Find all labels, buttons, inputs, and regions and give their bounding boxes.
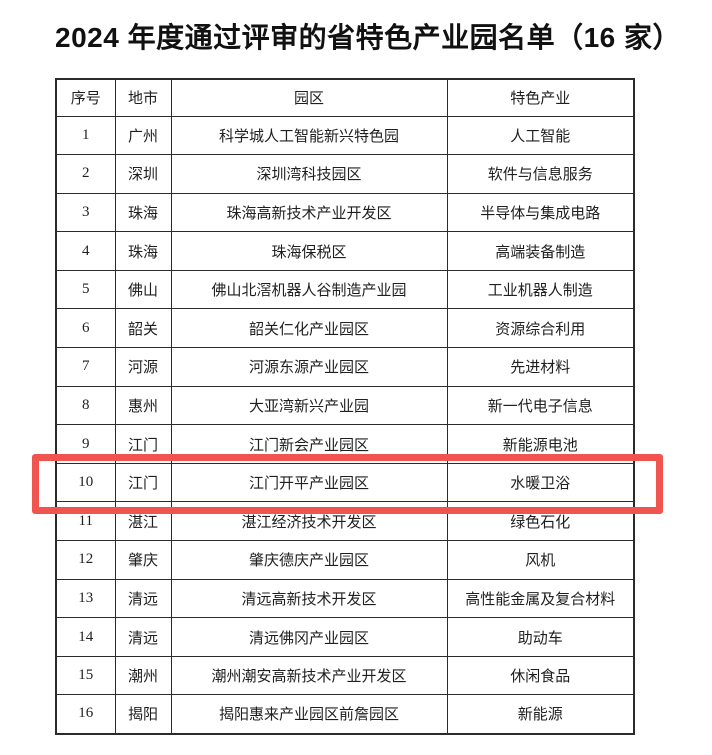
- cell-industry: 工业机器人制造: [446, 269, 635, 310]
- cell-no: 11: [55, 501, 116, 542]
- cell-industry: 人工智能: [446, 115, 635, 156]
- cell-industry: 绿色石化: [446, 501, 635, 542]
- table-row: 11 湛江 湛江经济技术开发区 绿色石化: [55, 501, 635, 542]
- cell-city: 韶关: [114, 308, 172, 349]
- cell-no: 9: [55, 424, 116, 464]
- cell-park: 清远高新技术开发区: [170, 578, 448, 619]
- cell-city: 广州: [114, 115, 172, 156]
- table-row-highlighted: 10 江门 江门开平产业园区 水暖卫浴: [55, 462, 635, 503]
- table-row: 5 佛山 佛山北滘机器人谷制造产业园 工业机器人制造: [55, 269, 635, 310]
- table-row: 9 江门 江门新会产业园区 新能源电池: [55, 424, 635, 464]
- cell-city: 肇庆: [114, 540, 172, 580]
- cell-city: 珠海: [114, 192, 172, 233]
- table-row: 13 清远 清远高新技术开发区 高性能金属及复合材料: [55, 578, 635, 619]
- cell-no: 14: [55, 617, 116, 657]
- table-row: 6 韶关 韶关仁化产业园区 资源综合利用: [55, 308, 635, 349]
- cell-no: 6: [55, 308, 116, 349]
- cell-industry: 半导体与集成电路: [446, 192, 635, 233]
- table-row: 12 肇庆 肇庆德庆产业园区 风机: [55, 540, 635, 580]
- cell-city: 清远: [114, 617, 172, 657]
- column-header-industry: 特色产业: [446, 78, 635, 117]
- cell-industry: 助动车: [446, 617, 635, 657]
- cell-industry: 新能源: [446, 694, 635, 734]
- cell-city: 湛江: [114, 501, 172, 542]
- cell-no: 5: [55, 269, 116, 310]
- cell-industry: 高性能金属及复合材料: [446, 578, 635, 619]
- cell-no: 8: [55, 385, 116, 426]
- cell-no: 12: [55, 540, 116, 580]
- cell-industry: 高端装备制造: [446, 231, 635, 271]
- cell-city: 潮州: [114, 655, 172, 696]
- cell-park: 珠海保税区: [170, 231, 448, 271]
- table-row: 2 深圳 深圳湾科技园区 软件与信息服务: [55, 154, 635, 194]
- cell-city: 河源: [114, 347, 172, 387]
- cell-park: 科学城人工智能新兴特色园: [170, 115, 448, 156]
- table-header-row: 序号 地市 园区 特色产业: [55, 78, 635, 117]
- column-header-no: 序号: [55, 78, 116, 117]
- cell-no: 2: [55, 154, 116, 194]
- cell-industry: 休闲食品: [446, 655, 635, 696]
- table-row: 4 珠海 珠海保税区 高端装备制造: [55, 231, 635, 271]
- cell-industry: 软件与信息服务: [446, 154, 635, 194]
- cell-park: 揭阳惠来产业园区前詹园区: [170, 694, 448, 734]
- table-row: 16 揭阳 揭阳惠来产业园区前詹园区 新能源: [55, 694, 635, 734]
- cell-park: 潮州潮安高新技术产业开发区: [170, 655, 448, 696]
- cell-industry: 新一代电子信息: [446, 385, 635, 426]
- cell-park: 江门新会产业园区: [170, 424, 448, 464]
- cell-no: 16: [55, 694, 116, 734]
- cell-no: 10: [55, 462, 116, 503]
- cell-park: 珠海高新技术产业开发区: [170, 192, 448, 233]
- cell-industry: 水暖卫浴: [446, 462, 635, 503]
- table-row: 14 清远 清远佛冈产业园区 助动车: [55, 617, 635, 657]
- cell-no: 4: [55, 231, 116, 271]
- cell-park: 佛山北滘机器人谷制造产业园: [170, 269, 448, 310]
- table-row: 7 河源 河源东源产业园区 先进材料: [55, 347, 635, 387]
- cell-industry: 新能源电池: [446, 424, 635, 464]
- cell-city: 江门: [114, 424, 172, 464]
- cell-city: 清远: [114, 578, 172, 619]
- cell-park: 深圳湾科技园区: [170, 154, 448, 194]
- cell-no: 1: [55, 115, 116, 156]
- cell-park: 江门开平产业园区: [170, 462, 448, 503]
- cell-city: 佛山: [114, 269, 172, 310]
- cell-park: 清远佛冈产业园区: [170, 617, 448, 657]
- table-row: 8 惠州 大亚湾新兴产业园 新一代电子信息: [55, 385, 635, 426]
- column-header-city: 地市: [114, 78, 172, 117]
- table-row: 15 潮州 潮州潮安高新技术产业开发区 休闲食品: [55, 655, 635, 696]
- cell-park: 大亚湾新兴产业园: [170, 385, 448, 426]
- cell-park: 湛江经济技术开发区: [170, 501, 448, 542]
- table-body: 1 广州 科学城人工智能新兴特色园 人工智能 2 深圳 深圳湾科技园区 软件与信息服务 3 珠海珠…: [55, 115, 635, 734]
- cell-industry: 先进材料: [446, 347, 635, 387]
- cell-park: 肇庆德庆产业园区: [170, 540, 448, 580]
- cell-city: 揭阳: [114, 694, 172, 734]
- cell-park: 韶关仁化产业园区: [170, 308, 448, 349]
- table-row: 1 广州 科学城人工智能新兴特色园 人工智能: [55, 115, 635, 156]
- cell-no: 13: [55, 578, 116, 619]
- cell-park: 河源东源产业园区: [170, 347, 448, 387]
- cell-industry: 资源综合利用: [446, 308, 635, 349]
- cell-no: 7: [55, 347, 116, 387]
- park-list-table: 序号 地市 园区 特色产业 1 广州 科学城人工智能新兴特色园 人工智能 2 深圳 深圳湾科…: [55, 78, 635, 735]
- column-header-park: 园区: [170, 78, 448, 117]
- cell-city: 惠州: [114, 385, 172, 426]
- cell-city: 江门: [114, 462, 172, 503]
- cell-city: 珠海: [114, 231, 172, 271]
- cell-no: 15: [55, 655, 116, 696]
- cell-industry: 风机: [446, 540, 635, 580]
- table-row: 3 珠海 珠海高新技术产业开发区 半导体与集成电路: [55, 192, 635, 233]
- cell-city: 深圳: [114, 154, 172, 194]
- cell-no: 3: [55, 192, 116, 233]
- page-title: 2024 年度通过评审的省特色产业园名单（16 家）: [55, 22, 681, 53]
